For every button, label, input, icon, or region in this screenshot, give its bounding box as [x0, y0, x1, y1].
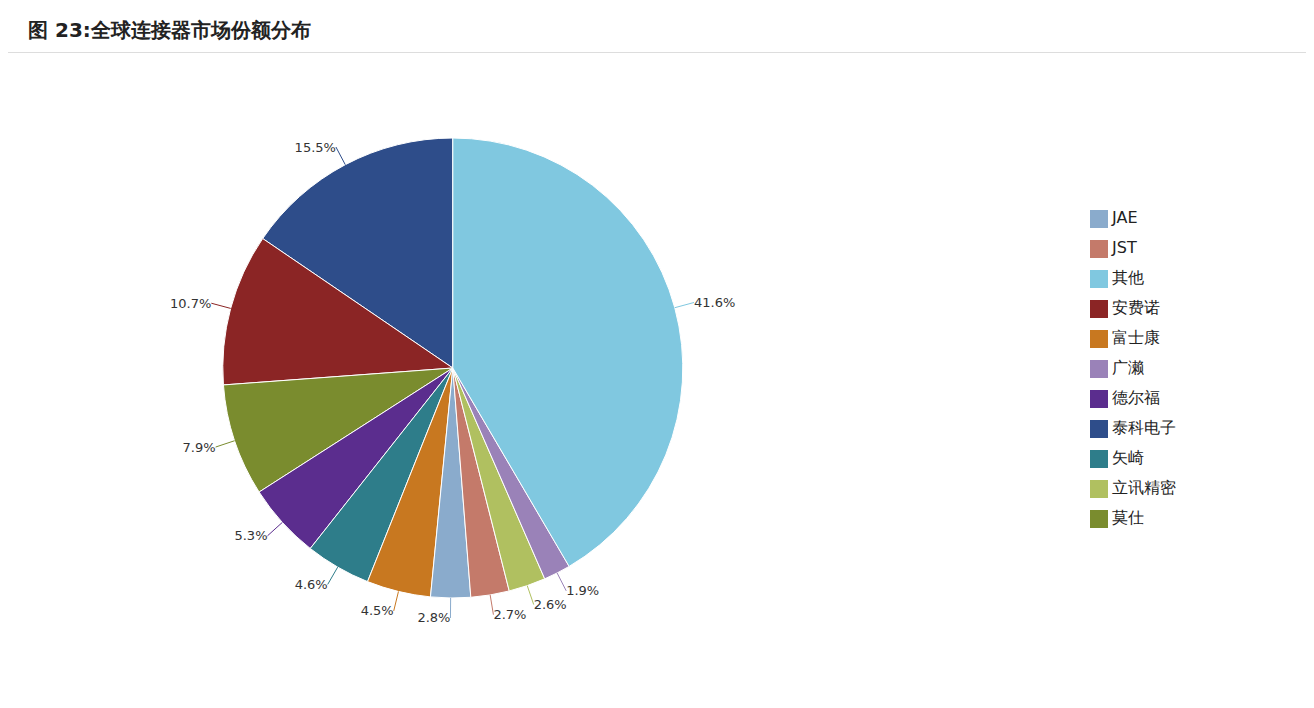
svg-text:4.6%: 4.6%	[295, 577, 328, 592]
html-text:JAE: JAE	[1112, 208, 1138, 227]
html-text:德尔福: 德尔福	[1112, 388, 1160, 407]
svg-text:41.6%: 41.6%	[694, 295, 735, 310]
svg-text:2.8%: 2.8%	[417, 610, 450, 625]
svg-text:15.5%: 15.5%	[295, 140, 336, 155]
html-text:莫仕: 莫仕	[1112, 508, 1144, 527]
html-text:富士康: 富士康	[1112, 328, 1160, 347]
html-text:立讯精密: 立讯精密	[1112, 478, 1176, 497]
svg-text:7.9%: 7.9%	[183, 440, 216, 455]
html-text:图 23:全球连接器市场份额分布: 图 23:全球连接器市场份额分布	[28, 18, 311, 42]
svg-text:1.9%: 1.9%	[566, 583, 599, 598]
html-text:矢崎: 矢崎	[1112, 448, 1144, 467]
svg-text:4.5%: 4.5%	[361, 603, 394, 618]
html-text:JST: JST	[1112, 238, 1137, 257]
svg-text:2.6%: 2.6%	[534, 597, 567, 612]
html-text:广濑: 广濑	[1112, 358, 1144, 377]
svg-text:10.7%: 10.7%	[170, 296, 211, 311]
html-text:其他: 其他	[1112, 268, 1144, 287]
svg-text:5.3%: 5.3%	[234, 528, 267, 543]
svg-text:2.7%: 2.7%	[493, 607, 526, 622]
html-text:安费诺: 安费诺	[1112, 298, 1160, 317]
html-text:泰科电子: 泰科电子	[1112, 418, 1176, 437]
